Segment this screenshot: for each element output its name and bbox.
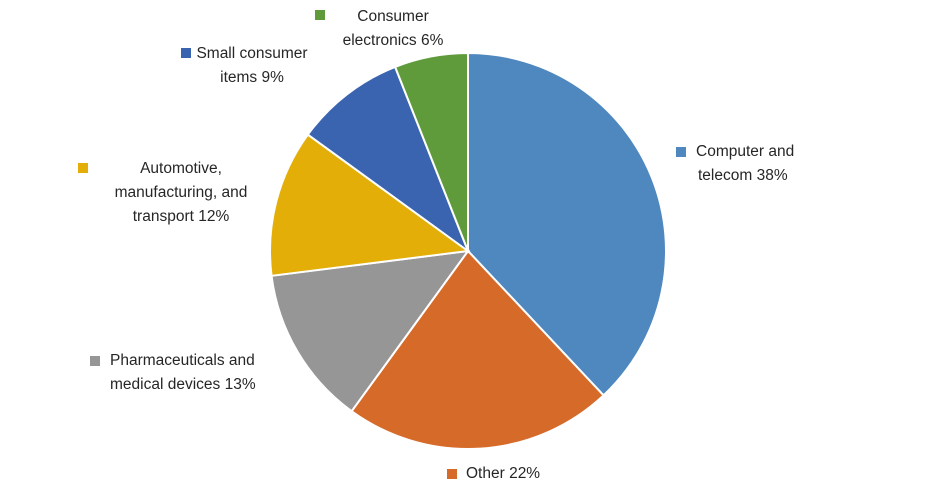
label-computer-telecom: Computer and telecom 38%	[696, 143, 795, 184]
pie-slice-pharmaceuticals	[270, 249, 471, 413]
pie-slice-automotive	[269, 133, 471, 277]
pie-slice-small-consumer-items	[306, 65, 471, 254]
legend-swatch-other	[447, 469, 457, 479]
label-small-consumer-items: Small consumer items 9%	[196, 45, 308, 86]
pie-slice-other	[350, 249, 605, 451]
label-other: Other 22%	[466, 465, 541, 482]
pie-slice-consumer-electronics	[393, 51, 469, 252]
legend-swatch-small-consumer-items	[181, 48, 191, 58]
pie-slice-computer-telecom	[467, 51, 668, 397]
label-consumer-electronics: Consumer electronics 6%	[342, 8, 444, 49]
label-pharmaceuticals: Pharmaceuticals and medical devices 13%	[110, 352, 256, 393]
label-automotive: Automotive, manufacturing, and transport…	[114, 160, 248, 225]
legend-swatch-consumer-electronics	[315, 10, 325, 20]
legend-swatch-automotive	[78, 163, 88, 173]
pie-slices	[269, 51, 668, 451]
legend-swatch-pharmaceuticals	[90, 356, 100, 366]
legend-swatch-computer-telecom	[676, 147, 686, 157]
